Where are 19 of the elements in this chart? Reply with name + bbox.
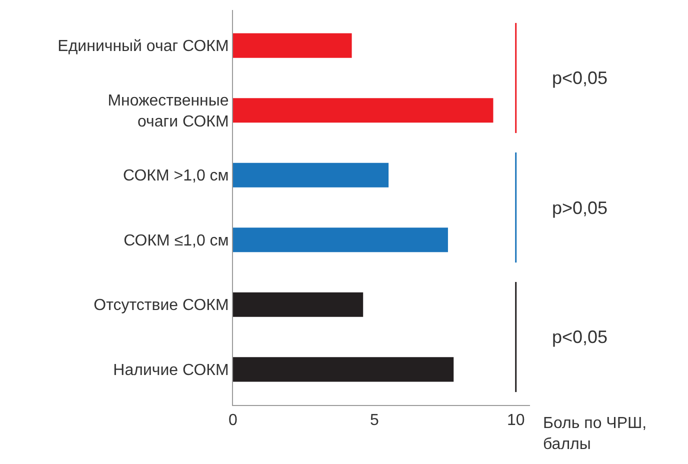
x-tick-label: 5 [370, 412, 379, 430]
bar [233, 33, 352, 58]
text: p<0,05 [552, 327, 608, 347]
bar [233, 228, 448, 252]
bar [233, 98, 494, 123]
x-axis-title: Боль по ЧРШ, баллы [543, 415, 647, 453]
text: p<0,05 [552, 68, 608, 88]
x-tick-label: 0 [228, 412, 238, 430]
y-tick-label: Множественные очаги СОКМ [108, 92, 229, 130]
y-tick-label: Наличие СОКМ [113, 362, 229, 379]
y-tick-label: СОКМ ≤1,0 см [124, 232, 229, 250]
bar [233, 292, 364, 317]
x-tick-label: 10 [506, 412, 525, 430]
y-tick-label: Отсутствие СОКМ [94, 297, 229, 314]
y-tick-label: Единичный очаг СОКМ [58, 38, 229, 56]
text: p>0,05 [552, 198, 608, 218]
bar [233, 162, 389, 188]
bar [233, 357, 454, 382]
y-tick-label: СОКМ >1,0 см [123, 168, 229, 185]
